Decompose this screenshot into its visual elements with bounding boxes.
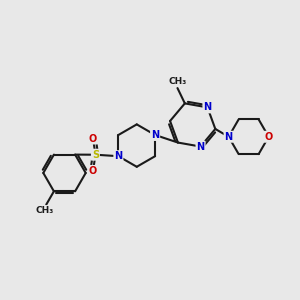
Text: O: O (265, 132, 273, 142)
Text: CH₃: CH₃ (168, 77, 187, 86)
Text: CH₃: CH₃ (36, 206, 54, 215)
Text: N: N (196, 142, 205, 152)
Text: N: N (225, 132, 233, 142)
Text: O: O (89, 134, 97, 143)
Text: N: N (203, 102, 211, 112)
Text: O: O (89, 166, 97, 176)
Text: N: N (151, 130, 159, 140)
Text: N: N (114, 151, 122, 161)
Text: S: S (92, 150, 99, 160)
